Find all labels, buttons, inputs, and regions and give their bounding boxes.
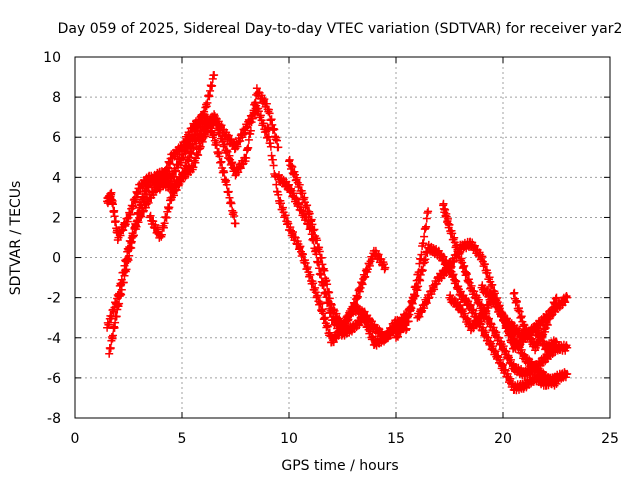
data-point-marker — [563, 293, 572, 302]
data-point-marker — [109, 200, 117, 209]
tick-labels: 0 5 10 15 20 25 -8 -6 -4 -2 0 2 4 6 8 10 — [43, 50, 619, 447]
data-point-marker — [552, 293, 561, 302]
data-point-marker — [119, 278, 128, 287]
x-tick-label: 0 — [71, 431, 80, 447]
data-point-marker — [264, 124, 273, 133]
grid-lines — [75, 57, 610, 418]
series-arc-10 — [439, 199, 561, 390]
data-point-marker — [106, 344, 115, 352]
series-arc-4 — [145, 84, 283, 242]
data-point-marker — [107, 188, 116, 197]
data-point-marker — [222, 180, 231, 189]
data-point-marker — [317, 253, 326, 262]
data-point-marker — [420, 232, 429, 241]
data-point-marker — [563, 369, 572, 378]
data-point-marker — [552, 337, 561, 346]
data-point-marker — [418, 266, 427, 275]
y-tick-label: 2 — [52, 210, 61, 226]
data-point-marker — [165, 203, 174, 212]
y-tick-label: 10 — [43, 50, 61, 66]
y-tick-label: -2 — [47, 291, 61, 307]
data-point-marker — [552, 379, 561, 388]
data-point-marker — [132, 217, 141, 226]
y-tick-label: -8 — [47, 411, 61, 427]
data-point-marker — [424, 207, 433, 216]
chart-title: Day 059 of 2025, Sidereal Day-to-day VTE… — [58, 21, 623, 37]
data-point-marker — [208, 81, 217, 90]
y-axis-label: SDTVAR / TECUs — [8, 181, 24, 296]
data-point-marker — [251, 98, 260, 107]
data-point-marker — [313, 236, 322, 245]
data-point-marker — [422, 222, 431, 231]
data-point-marker — [381, 263, 390, 272]
data-point-marker — [419, 239, 428, 248]
plot-frame — [74, 56, 611, 419]
data-point-marker — [244, 143, 253, 152]
data-point-marker — [157, 230, 166, 239]
x-axis-label: GPS time / hours — [281, 458, 398, 474]
data-point-marker — [112, 312, 121, 321]
data-point-marker — [220, 168, 229, 177]
data-points — [103, 71, 572, 395]
y-tick-label: -6 — [47, 371, 61, 387]
data-point-marker — [115, 299, 124, 308]
data-point-marker — [231, 219, 240, 228]
data-point-marker — [270, 125, 279, 134]
x-tick-label: 20 — [494, 431, 512, 447]
data-point-marker — [200, 110, 209, 119]
data-point-marker — [323, 280, 332, 289]
data-point-marker — [421, 255, 430, 264]
x-tick-label: 15 — [387, 431, 405, 447]
data-point-marker — [273, 136, 281, 145]
data-point-marker — [230, 212, 239, 220]
data-point-marker — [122, 265, 131, 274]
data-point-marker — [125, 251, 134, 260]
data-point-marker — [109, 331, 117, 340]
x-tick-label: 25 — [601, 431, 619, 447]
data-point-marker — [111, 217, 120, 226]
data-point-marker — [242, 154, 251, 162]
data-point-marker — [212, 141, 221, 150]
x-tick-label: 5 — [178, 431, 187, 447]
data-point-marker — [210, 71, 219, 80]
data-point-marker — [129, 231, 138, 240]
series-arc-13 — [509, 288, 561, 355]
data-point-marker — [417, 250, 426, 259]
series-arc-3 — [103, 71, 219, 244]
data-point-marker — [266, 142, 275, 151]
data-point-marker — [269, 161, 278, 170]
data-point-marker — [249, 108, 258, 117]
data-point-marker — [274, 143, 283, 152]
y-tick-label: 4 — [52, 170, 61, 186]
x-tick-label: 10 — [280, 431, 298, 447]
data-point-marker — [227, 199, 236, 208]
data-point-marker — [563, 343, 572, 352]
y-tick-label: 6 — [52, 130, 61, 146]
data-point-marker — [320, 266, 329, 275]
data-point-marker — [203, 98, 212, 107]
y-tick-label: 0 — [52, 251, 61, 267]
y-tick-label: -4 — [47, 331, 61, 347]
series-arc-7 — [285, 155, 390, 335]
data-point-marker — [246, 126, 255, 135]
y-tick-label: 8 — [52, 90, 61, 106]
data-point-marker — [117, 285, 126, 294]
